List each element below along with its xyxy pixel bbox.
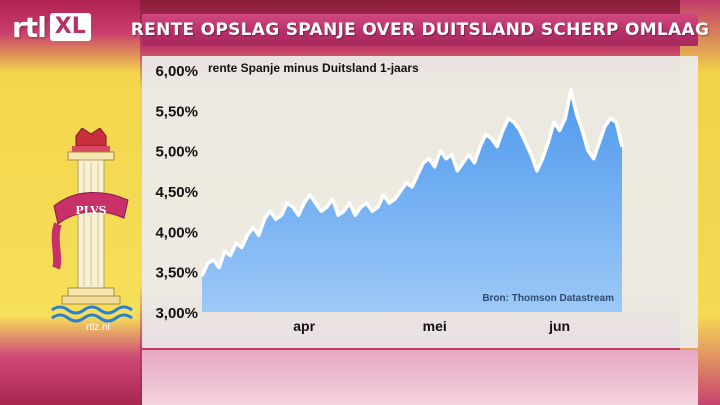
data-point [303, 202, 305, 204]
data-point [320, 210, 322, 212]
data-point [587, 149, 589, 152]
data-point [206, 262, 209, 265]
data-point [570, 89, 572, 91]
data-point [371, 210, 374, 212]
data-point [252, 226, 254, 229]
data-point [536, 170, 538, 172]
data-point [377, 206, 379, 208]
data-point [218, 266, 220, 269]
data-point [314, 202, 317, 204]
y-tick-label: 5,00% [155, 144, 198, 161]
data-point [428, 157, 430, 160]
data-point [575, 113, 578, 116]
data-point [479, 145, 481, 148]
data-point [263, 218, 266, 221]
data-point [274, 218, 277, 221]
data-point [581, 129, 584, 132]
data-point [382, 194, 385, 196]
data-point [411, 186, 413, 188]
bottom-strip [142, 350, 698, 405]
data-point [592, 157, 595, 160]
data-point [223, 250, 226, 253]
data-point [354, 214, 357, 216]
data-point [416, 174, 419, 176]
x-tick-label: mei [423, 318, 447, 334]
y-tick-label: 5,50% [155, 103, 198, 120]
data-point [240, 246, 243, 249]
data-point [297, 214, 300, 216]
data-point [490, 137, 493, 140]
data-point [405, 182, 408, 184]
data-point [513, 121, 515, 124]
data-point [394, 198, 396, 200]
data-point [467, 153, 470, 156]
data-point [269, 210, 271, 212]
data-point [604, 125, 606, 128]
data-point [360, 206, 362, 208]
data-point [433, 166, 436, 168]
y-tick-label: 6,00% [155, 63, 198, 80]
data-point [564, 117, 567, 120]
data-point [439, 149, 442, 152]
data-point [456, 170, 459, 172]
data-point [212, 258, 215, 261]
data-point [337, 214, 340, 216]
y-tick-label: 4,00% [155, 224, 198, 241]
emblem-motto: PLVS [75, 204, 106, 217]
data-point [388, 202, 391, 204]
data-point [326, 206, 328, 208]
data-point [484, 133, 487, 136]
x-tick-label: jun [548, 318, 570, 334]
data-point [348, 202, 351, 204]
data-point [621, 145, 623, 148]
chart-title: rente Spanje minus Duitsland 1-jaars [208, 61, 419, 75]
data-point [422, 161, 425, 164]
y-tick-label: 3,50% [155, 265, 198, 282]
data-point [229, 254, 232, 257]
data-point [615, 121, 618, 124]
data-point [445, 157, 447, 160]
data-point [502, 129, 504, 132]
data-point [496, 145, 498, 148]
data-point [462, 161, 464, 164]
data-point [507, 117, 510, 120]
data-point [246, 234, 249, 237]
logo-xl-badge: XL [49, 13, 91, 41]
chart-source: Bron: Thomson Datastream [482, 293, 614, 304]
data-point [450, 153, 453, 156]
data-point [609, 117, 612, 120]
data-point [286, 202, 288, 204]
title-bar: RENTE OPSLAG SPANJE OVER DUITSLAND SCHER… [131, 14, 709, 46]
data-point [524, 141, 527, 144]
data-point [331, 198, 334, 200]
data-point [519, 129, 521, 132]
data-point [343, 210, 345, 212]
data-point [558, 129, 561, 132]
x-tick-label: apr [293, 318, 315, 334]
series-area [202, 90, 622, 312]
data-point [547, 141, 550, 144]
data-point [257, 234, 260, 237]
data-point [365, 202, 368, 204]
data-point [553, 121, 555, 124]
logo-rtl-text: rtl [12, 10, 47, 44]
y-tick-label: 3,00% [155, 305, 198, 322]
data-point [309, 194, 311, 196]
data-point [201, 274, 203, 277]
data-point [235, 242, 237, 245]
data-point [473, 161, 476, 164]
spread-chart: rente Spanje minus Duitsland 1-jaars 3,0… [155, 61, 624, 334]
page-title: RENTE OPSLAG SPANJE OVER DUITSLAND SCHER… [130, 20, 710, 40]
data-point [292, 206, 294, 208]
pillar-of-hercules-icon: PLVS [51, 128, 133, 323]
data-point [530, 153, 532, 156]
data-point [399, 190, 402, 192]
data-point [598, 141, 601, 144]
emblem-url: rtlz.nl [86, 322, 110, 333]
data-point [280, 214, 283, 216]
y-tick-label: 4,50% [155, 184, 198, 201]
data-point [541, 157, 544, 160]
rtl-xl-logo: rtl XL [12, 10, 136, 44]
